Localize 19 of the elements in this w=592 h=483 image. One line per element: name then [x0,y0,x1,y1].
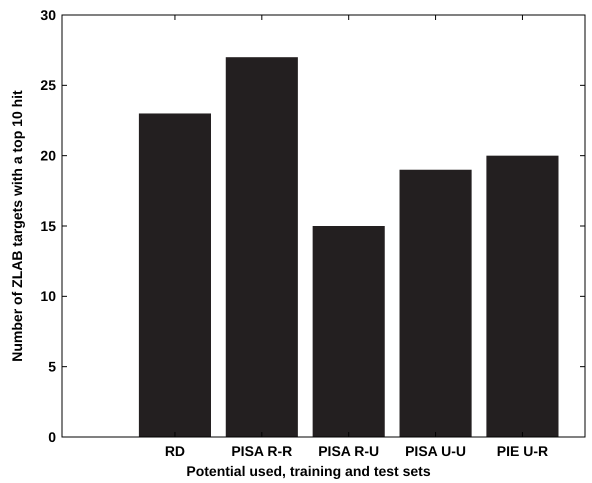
x-tick-label: PISA U-U [405,443,466,459]
x-tick-label: RD [164,443,186,459]
y-tick-label: 20 [40,148,56,164]
y-tick-label: 5 [48,358,56,375]
y-tick-label: 30 [40,6,56,23]
bar [400,170,472,437]
y-tick-label: 15 [40,218,56,234]
y-axis-title: Number of ZLAB targets with a top 10 hit [9,90,25,362]
x-tick-label: PISA R-U [318,443,380,459]
bar [138,113,211,437]
x-axis-title: Potential used, training and test sets [186,463,431,479]
bar [226,57,298,437]
y-tick-label: 10 [40,288,56,304]
x-tick-label: PISA R-R [231,443,292,459]
bar [486,156,559,437]
x-tick-label: PIE U-R [496,443,548,459]
y-tick-label: 25 [40,77,56,94]
bar [312,226,385,437]
y-tick-label: 0 [48,428,56,445]
